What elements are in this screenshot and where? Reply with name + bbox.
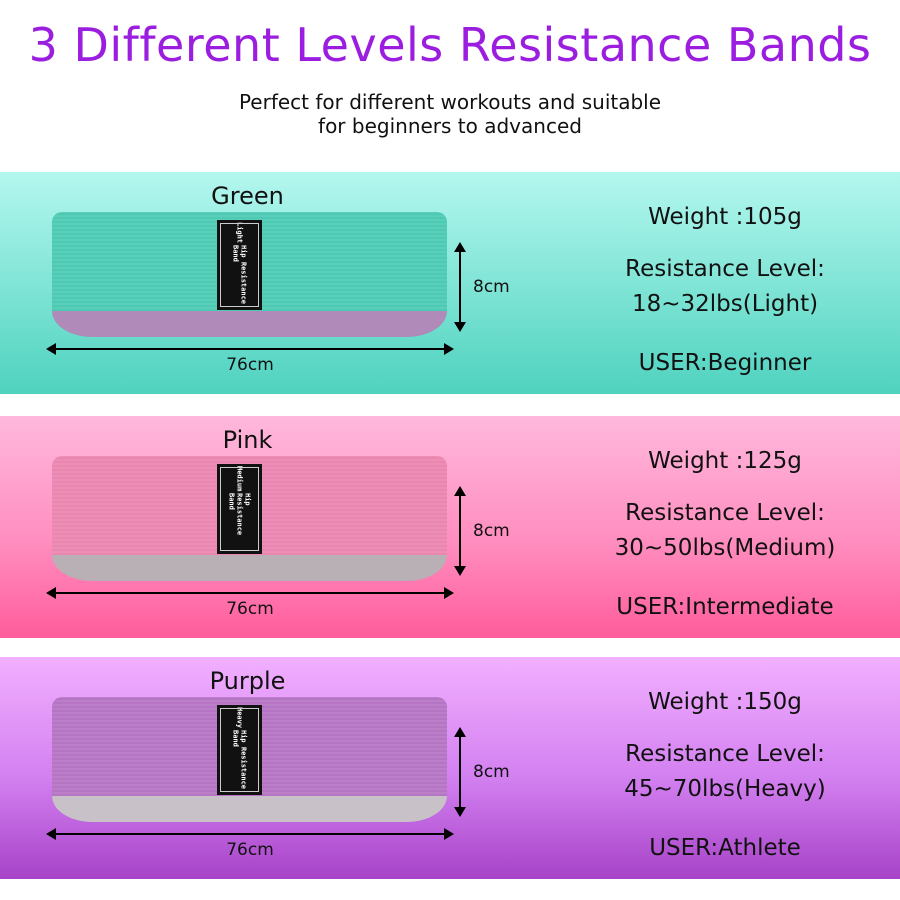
band-panel: Pink Medium Hip Resistance Band 76cm 8cm… <box>0 416 900 638</box>
resistance-value: 45~70lbs(Heavy) <box>624 776 826 802</box>
band-name: Green <box>211 182 284 210</box>
length-label: 76cm <box>226 355 274 375</box>
width-arrow <box>454 486 466 576</box>
width-arrow <box>454 727 466 817</box>
weight-text: Weight :125g <box>648 448 802 474</box>
tag-text: Hip Resistance Band <box>227 493 252 536</box>
tag-level: Medium <box>235 466 244 492</box>
resistance-label: Resistance Level: <box>625 741 825 767</box>
band-tag: Medium Hip Resistance Band <box>217 464 262 554</box>
width-arrow <box>454 242 466 332</box>
band-tag: Light Hip Resistance Band <box>217 220 262 310</box>
length-arrow <box>46 343 454 355</box>
length-label: 76cm <box>226 840 274 860</box>
user-level: USER:Beginner <box>638 350 812 376</box>
band-inner-edge <box>52 311 447 337</box>
resistance-label: Resistance Level: <box>625 256 825 282</box>
tag-level: Light <box>235 222 244 244</box>
band-image: Medium Hip Resistance Band <box>52 456 447 581</box>
resistance-value: 18~32lbs(Light) <box>631 291 819 317</box>
resistance-value: 30~50lbs(Medium) <box>614 535 836 561</box>
subtitle-line: for beginners to advanced <box>318 114 582 138</box>
tag-text: Hip Resistance Band <box>231 730 248 790</box>
band-image: Light Hip Resistance Band <box>52 212 447 337</box>
band-panel: Purple Heavy Hip Resistance Band 76cm 8c… <box>0 657 900 879</box>
subtitle: Perfect for different workouts and suita… <box>0 90 900 138</box>
band-image: Heavy Hip Resistance Band <box>52 697 447 822</box>
length-label: 76cm <box>226 599 274 619</box>
width-label: 8cm <box>473 762 510 782</box>
band-inner-edge <box>52 796 447 822</box>
user-level: USER:Athlete <box>649 835 801 861</box>
band-name: Purple <box>209 667 286 695</box>
width-label: 8cm <box>473 521 510 541</box>
band-tag: Heavy Hip Resistance Band <box>217 705 262 795</box>
weight-text: Weight :150g <box>648 689 802 715</box>
weight-text: Weight :105g <box>648 204 802 230</box>
width-label: 8cm <box>473 277 510 297</box>
resistance-label: Resistance Level: <box>625 500 825 526</box>
length-arrow <box>46 587 454 599</box>
page-title: 3 Different Levels Resistance Bands <box>28 18 872 72</box>
length-arrow <box>46 828 454 840</box>
band-panel: Green Light Hip Resistance Band 76cm 8cm… <box>0 172 900 394</box>
subtitle-line: Perfect for different workouts and suita… <box>238 90 662 114</box>
band-name: Pink <box>222 426 273 454</box>
band-inner-edge <box>52 555 447 581</box>
user-level: USER:Intermediate <box>616 594 834 620</box>
tag-text: Hip Resistance Band <box>231 245 248 305</box>
tag-level: Heavy <box>235 707 244 729</box>
